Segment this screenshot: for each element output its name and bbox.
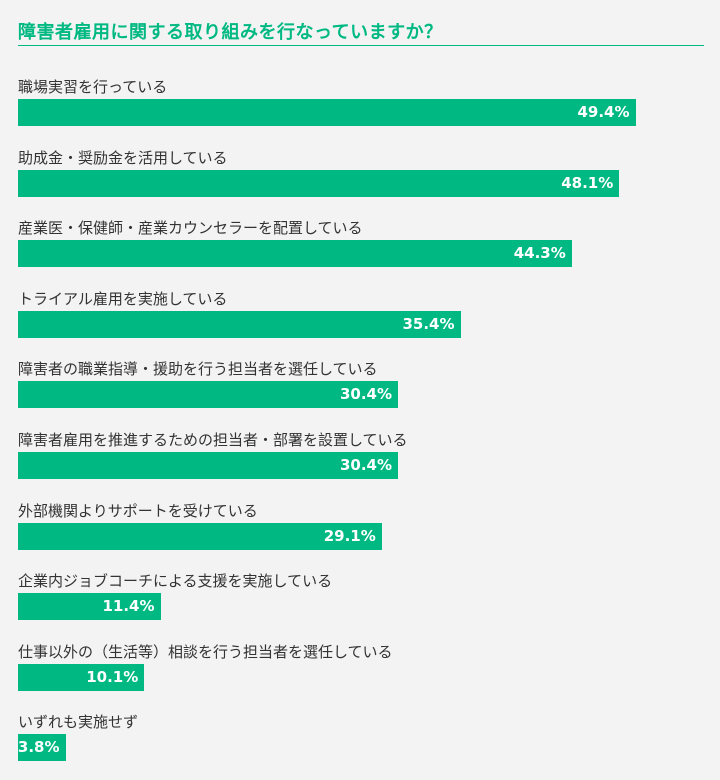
bar-value-label: 35.4% (402, 314, 455, 333)
bar: 49.4% (18, 99, 636, 126)
bar-value-label: 44.3% (513, 244, 566, 263)
bar-category-label: 産業医・保健師・産業カウンセラーを配置している (18, 219, 363, 238)
chart-title: 障害者雇用に関する取り組みを行なっていますか？ (18, 22, 443, 43)
bar-category-label: 障害者の職業指導・援助を行う担当者を選任している (18, 360, 378, 379)
bar-category-label: 障害者雇用を推進するための担当者・部署を設置している (18, 431, 408, 449)
title-divider (18, 45, 704, 46)
bar-value-label: 11.4% (102, 597, 155, 616)
bar-category-label: 外部機関よりサポートを受けている (18, 501, 258, 520)
bar-value-label: 3.8% (17, 738, 60, 757)
bar-category-label: 仕事以外の（生活等）相談を行う担当者を選任している (18, 642, 393, 661)
bar-category-label: トライアル雇用を実施している (18, 289, 228, 308)
bar-value-label: 30.4% (339, 456, 392, 474)
bar: 29.1% (18, 522, 382, 550)
bar-value-label: 30.4% (339, 385, 392, 404)
bar-value-label: 49.4% (577, 103, 630, 121)
bar-category-label: 助成金・奨励金を活用している (18, 148, 228, 167)
bar: 10.1% (18, 663, 145, 691)
bar-value-label: 29.1% (323, 526, 376, 545)
bar: 30.4% (18, 452, 398, 479)
bar: 11.4% (18, 593, 161, 621)
bar-value-label: 48.1% (561, 173, 614, 192)
bar: 30.4% (18, 381, 398, 409)
bar: 35.4% (18, 310, 461, 338)
bar-value-label: 10.1% (86, 667, 139, 686)
bar: 48.1% (18, 169, 620, 197)
bar: 44.3% (18, 240, 572, 268)
bar-category-label: いずれも実施せず (18, 713, 139, 732)
bar-category-label: 企業内ジョブコーチによる支援を実施している (18, 572, 333, 591)
bar: 3.8% (17, 734, 66, 762)
bar-category-label: 職場実習を行っている (18, 78, 168, 96)
